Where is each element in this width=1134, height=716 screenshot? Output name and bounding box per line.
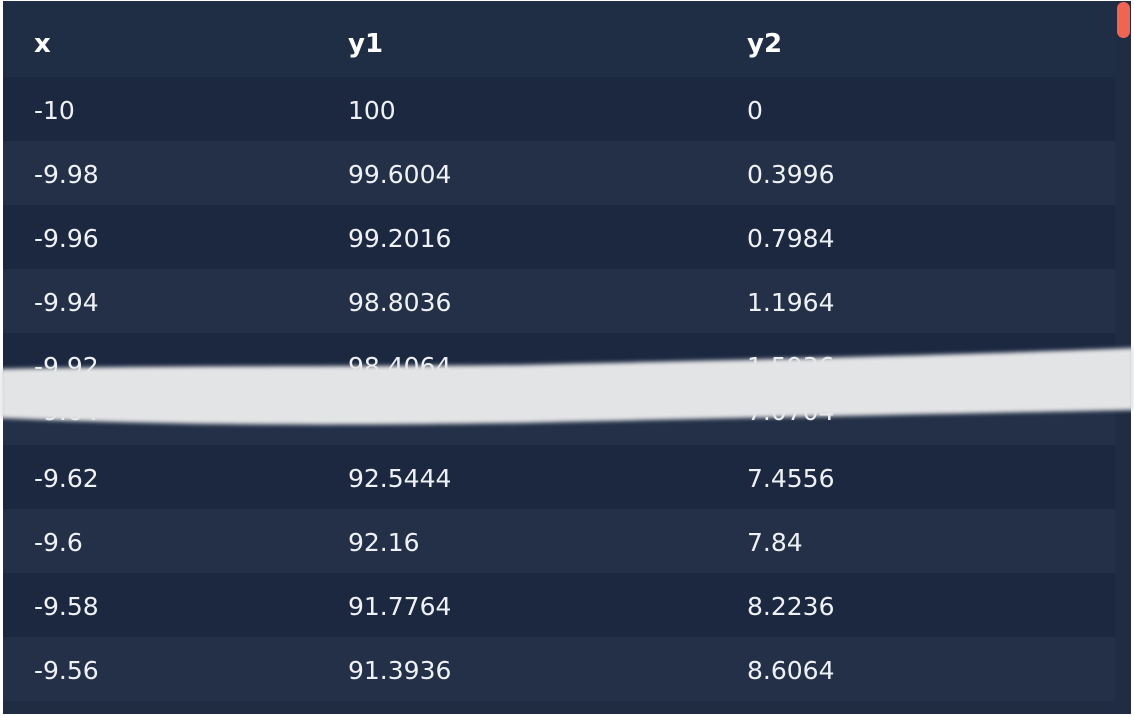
table-row[interactable]: -9.58 91.7764 8.2236 [3,573,1115,637]
cell-y1: 92.9296 [348,397,452,426]
cell-y1: 99.6004 [348,160,452,189]
data-table[interactable]: x y1 y2 -10 100 0 -9.98 99.6004 0.3996 -… [3,1,1131,714]
cell-y2: 8.2236 [747,592,835,621]
cell-y2: 0.7984 [747,224,835,253]
scrollbar-thumb[interactable] [1117,2,1130,38]
cell-x: -9.58 [34,592,99,621]
table-row[interactable]: -9.6 92.16 7.84 [3,509,1115,573]
cell-y2: 0 [747,96,763,125]
cell-x: -9.98 [34,160,99,189]
cell-x: -9.64 [34,397,99,426]
cell-y2: 1.1964 [747,288,835,317]
cell-y2: 7.4556 [747,464,835,493]
table-row[interactable]: -9.92 98.4064 1.5936 [3,333,1115,387]
column-header-x[interactable]: x [34,29,51,59]
cell-y1: 98.8036 [348,288,452,317]
cell-x: -9.56 [34,656,99,685]
table-row[interactable]: -9.98 99.6004 0.3996 [3,141,1115,205]
table-row[interactable]: -9.64 92.9296 7.0704 [3,387,1115,445]
cell-y1: 99.2016 [348,224,452,253]
table-row[interactable]: -9.62 92.5444 7.4556 [3,445,1115,509]
cell-y1: 92.16 [348,528,420,557]
cell-y2: 7.0704 [747,397,835,426]
table-row[interactable]: -9.94 98.8036 1.1964 [3,269,1115,333]
cell-y1: 92.5444 [348,464,452,493]
cell-y2: 8.6064 [747,656,835,685]
cell-y2: 7.84 [747,528,803,557]
cell-x: -10 [34,96,75,125]
cell-y1: 91.3936 [348,656,452,685]
column-header-y1[interactable]: y1 [348,29,384,59]
cell-x: -9.62 [34,464,99,493]
table-body: -10 100 0 -9.98 99.6004 0.3996 -9.96 99.… [3,77,1115,701]
table-row[interactable]: -9.56 91.3936 8.6064 [3,637,1115,701]
cell-y1: 91.7764 [348,592,452,621]
cell-x: -9.96 [34,224,99,253]
cell-x: -9.94 [34,288,99,317]
cell-y1: 100 [348,96,396,125]
table-header: x y1 y2 [3,1,1115,77]
table-row[interactable]: -9.96 99.2016 0.7984 [3,205,1115,269]
vertical-scrollbar[interactable] [1115,1,1131,714]
cell-x: -9.6 [34,528,83,557]
table-row[interactable]: -10 100 0 [3,77,1115,141]
column-header-y2[interactable]: y2 [747,29,783,59]
cell-y2: 0.3996 [747,160,835,189]
